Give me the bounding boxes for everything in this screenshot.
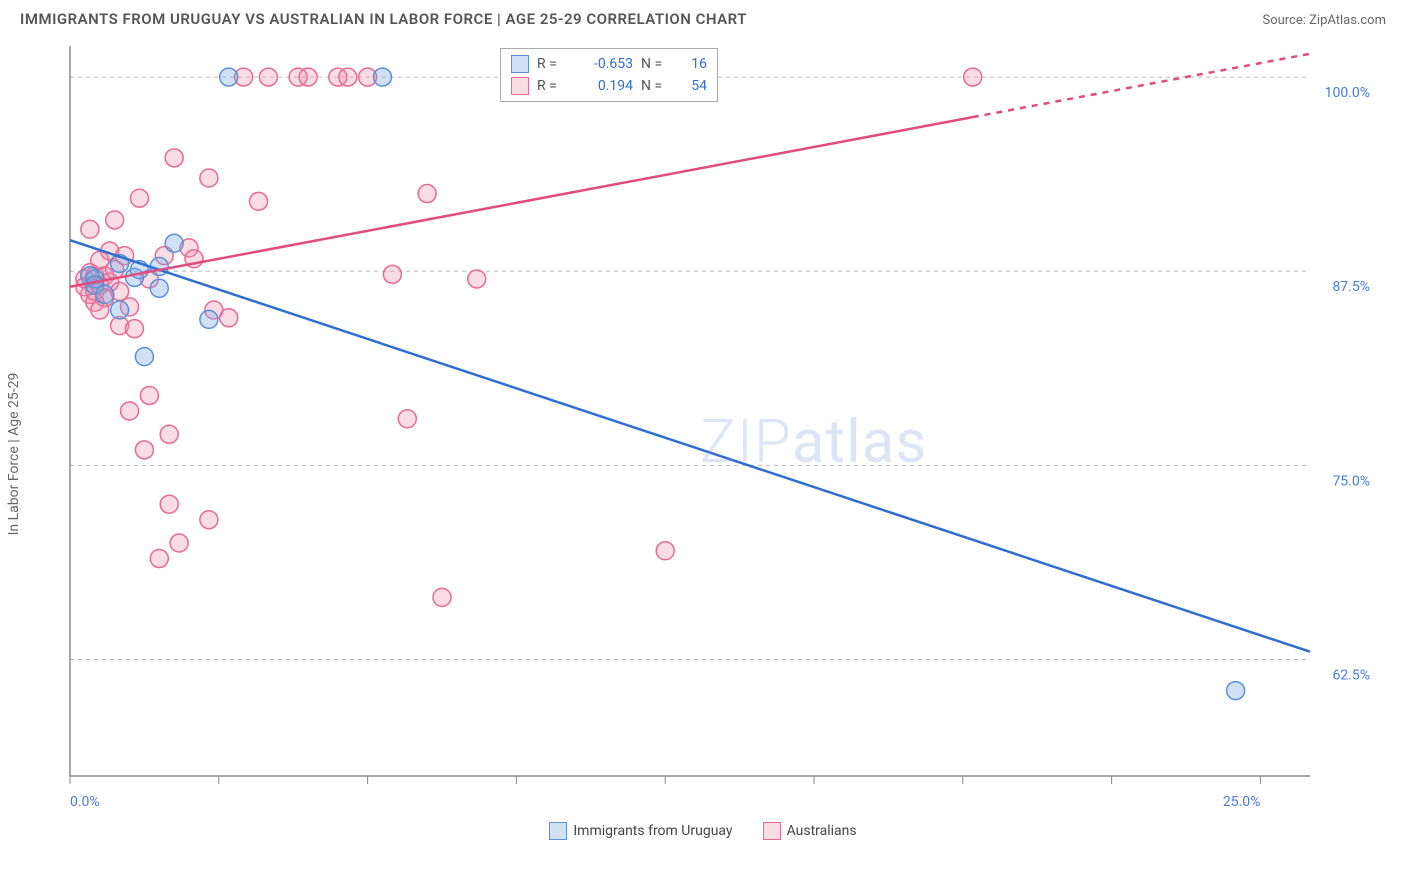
n-value-uruguay: 16 (677, 53, 707, 75)
svg-text:87.5%: 87.5% (1332, 279, 1370, 295)
legend-label-australians: Australians (787, 823, 857, 839)
swatch-uruguay (511, 55, 529, 73)
svg-text:62.5%: 62.5% (1332, 668, 1370, 684)
stats-row-australians: R = 0.194 N = 54 (511, 75, 707, 97)
swatch-australians-icon (763, 822, 781, 840)
svg-text:25.0%: 25.0% (1223, 794, 1261, 810)
stats-row-uruguay: R = -0.653 N = 16 (511, 53, 707, 75)
scatter-chart: 62.5% 75.0% 87.5% 100.0% 0.0% 25.0% (60, 36, 1386, 816)
n-value-australians: 54 (677, 75, 707, 97)
swatch-australians (511, 77, 529, 95)
svg-text:0.0%: 0.0% (70, 794, 100, 810)
source-label: Source: ZipAtlas.com (1262, 13, 1386, 28)
stats-legend: R = -0.653 N = 16 R = 0.194 N = 54 (500, 48, 718, 102)
r-value-uruguay: -0.653 (573, 53, 633, 75)
r-label: R = (537, 75, 565, 97)
legend-label-uruguay: Immigrants from Uruguay (573, 823, 732, 839)
svg-text:75.0%: 75.0% (1332, 473, 1370, 489)
svg-text:100.0%: 100.0% (1325, 85, 1370, 101)
series-legend: Immigrants from Uruguay Australians (0, 822, 1406, 840)
legend-item-australians: Australians (763, 822, 857, 840)
n-label: N = (641, 75, 669, 97)
y-axis-label: In Labor Force | Age 25-29 (6, 373, 22, 536)
r-label: R = (537, 53, 565, 75)
legend-item-uruguay: Immigrants from Uruguay (549, 822, 732, 840)
chart-title: IMMIGRANTS FROM URUGUAY VS AUSTRALIAN IN… (20, 10, 747, 28)
swatch-uruguay-icon (549, 822, 567, 840)
chart-area: 62.5%75.0%87.5%100.0%0.0%25.0% ZIPatlas … (60, 36, 1386, 816)
r-value-australians: 0.194 (573, 75, 633, 97)
n-label: N = (641, 53, 669, 75)
